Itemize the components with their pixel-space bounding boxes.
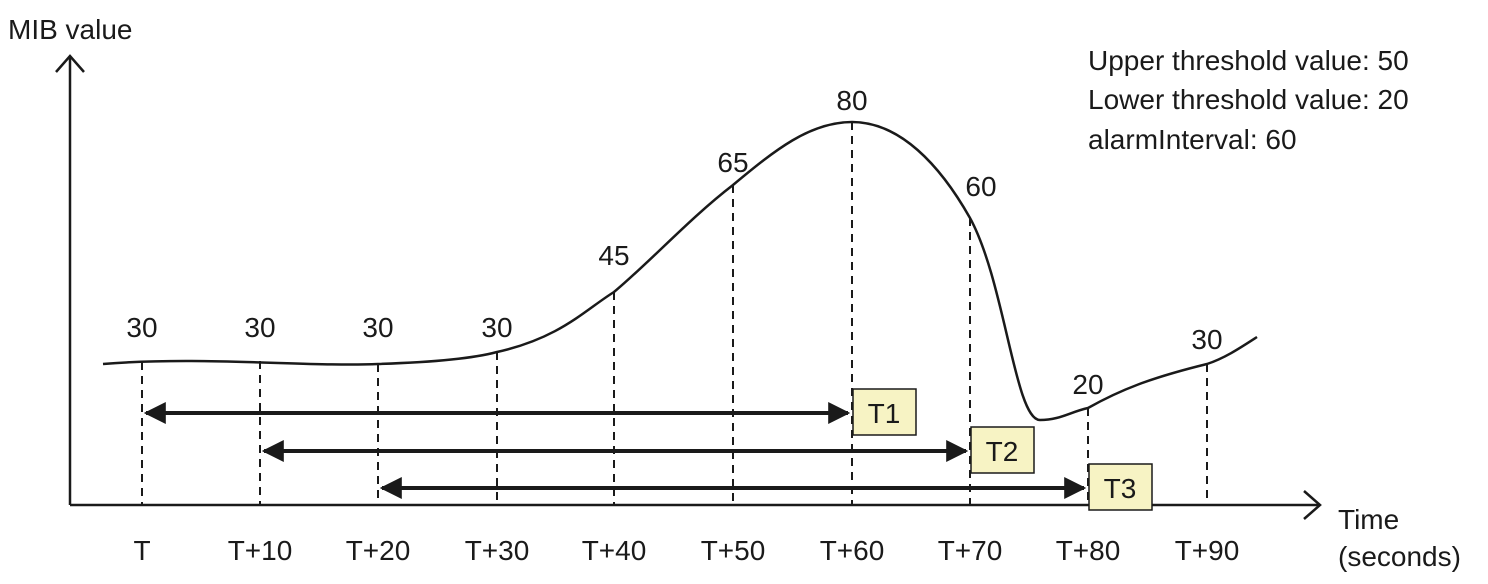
sample-9: 30 T+90 (1175, 324, 1240, 566)
time-tick-label: T+50 (701, 535, 766, 566)
sample-2: 30 T+20 (346, 312, 411, 566)
interval-t1: T1 (143, 388, 917, 436)
sample-value-label: 20 (1072, 369, 1103, 400)
sample-markers: 30 T 30 T+10 30 T+20 30 T+30 45 T+40 65 T+50 80 T+60 6… (126, 85, 1239, 566)
interval-label: T1 (868, 398, 901, 429)
interval-label: T3 (1104, 473, 1137, 504)
sample-value-label: 30 (126, 312, 157, 343)
time-tick-label: T+30 (465, 535, 530, 566)
mib-value-curve (102, 120, 1258, 422)
sample-value-label: 30 (244, 312, 275, 343)
legend-lower-threshold: Lower threshold value: 20 (1088, 84, 1409, 115)
sample-value-label: 30 (362, 312, 393, 343)
y-axis-label: MIB value (8, 14, 133, 45)
y-axis-arrowhead (55, 54, 85, 73)
sample-4: 45 T+40 (582, 240, 647, 566)
time-tick-label: T+10 (228, 535, 293, 566)
sample-value-label: 65 (717, 147, 748, 178)
sample-5: 65 T+50 (701, 147, 766, 566)
time-tick-label: T+40 (582, 535, 647, 566)
time-tick-label: T+60 (820, 535, 885, 566)
sample-8: 20 T+80 (1056, 369, 1121, 566)
interval-box (1088, 463, 1153, 511)
sample-7: 60 T+70 (938, 171, 1003, 566)
interval-box (852, 388, 917, 436)
sample-6: 80 T+60 (820, 85, 885, 566)
interval-box (970, 426, 1035, 474)
sample-value-label: 80 (836, 85, 867, 116)
time-tick-label: T+80 (1056, 535, 1121, 566)
alarm-intervals: T1 T2 T3 (143, 388, 1153, 511)
legend-alarm-interval: alarmInterval: 60 (1088, 124, 1297, 155)
x-axis-label-unit: (seconds) (1338, 541, 1461, 572)
interval-t3: T3 (379, 463, 1153, 511)
sample-value-label: 30 (481, 312, 512, 343)
time-tick-label: T+70 (938, 535, 1003, 566)
interval-label: T2 (986, 436, 1019, 467)
x-axis-label-time: Time (1338, 504, 1399, 535)
x-axis-arrowhead (1303, 490, 1322, 520)
sample-value-label: 60 (965, 171, 996, 202)
threshold-legend: Upper threshold value: 50 Lower threshol… (1088, 45, 1409, 155)
legend-upper-threshold: Upper threshold value: 50 (1088, 45, 1409, 76)
sample-value-label: 45 (598, 240, 629, 271)
time-tick-label: T (133, 535, 150, 566)
time-tick-label: T+20 (346, 535, 411, 566)
sample-3: 30 T+30 (465, 312, 530, 566)
interval-t2: T2 (261, 426, 1035, 474)
sample-value-label: 30 (1191, 324, 1222, 355)
sample-1: 30 T+10 (228, 312, 293, 566)
sample-0: 30 T (126, 312, 157, 566)
time-tick-label: T+90 (1175, 535, 1240, 566)
